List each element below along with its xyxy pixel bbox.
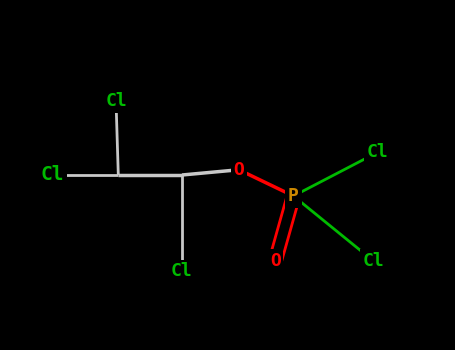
Text: Cl: Cl	[367, 143, 389, 161]
Text: Cl: Cl	[40, 166, 64, 184]
Text: O: O	[233, 161, 244, 179]
Text: O: O	[270, 252, 281, 270]
Text: Cl: Cl	[362, 252, 384, 270]
Text: Cl: Cl	[171, 262, 193, 280]
Text: P: P	[288, 187, 299, 205]
Text: Cl: Cl	[105, 92, 127, 111]
